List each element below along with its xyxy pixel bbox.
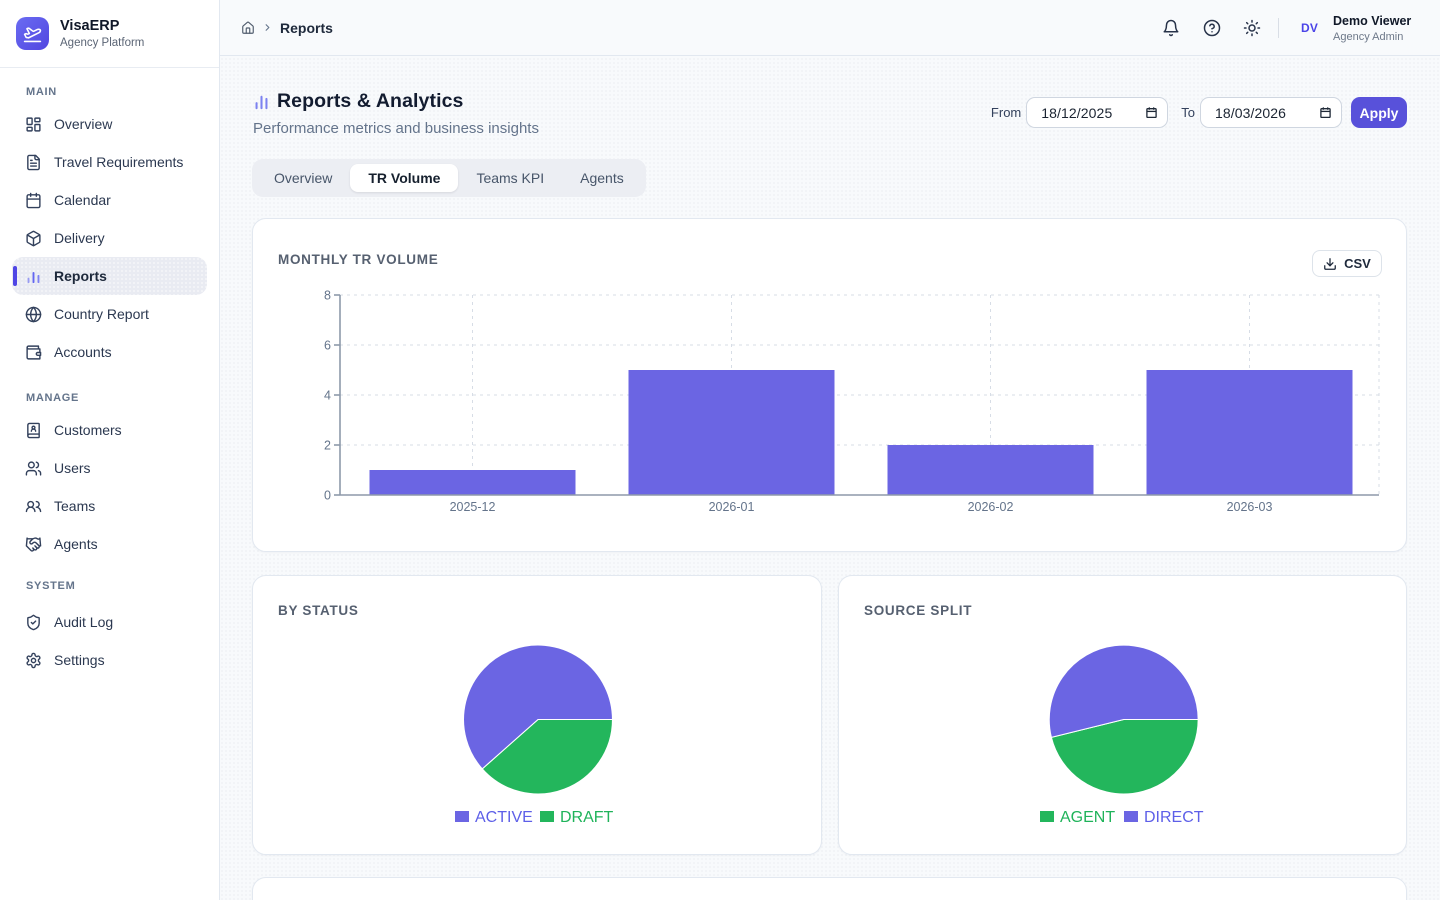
svg-text:8: 8 (324, 289, 331, 303)
svg-text:2: 2 (324, 439, 331, 453)
svg-text:2026-02: 2026-02 (968, 500, 1014, 514)
svg-text:0: 0 (324, 489, 331, 503)
svg-text:ACTIVE: ACTIVE (475, 809, 533, 826)
svg-text:DRAFT: DRAFT (560, 809, 614, 826)
svg-text:DIRECT: DIRECT (1144, 809, 1204, 826)
svg-text:2026-03: 2026-03 (1227, 500, 1273, 514)
svg-text:AGENT: AGENT (1060, 809, 1115, 826)
svg-text:4: 4 (324, 389, 331, 403)
svg-text:6: 6 (324, 339, 331, 353)
svg-text:2025-12: 2025-12 (450, 500, 496, 514)
svg-text:2026-01: 2026-01 (709, 500, 755, 514)
